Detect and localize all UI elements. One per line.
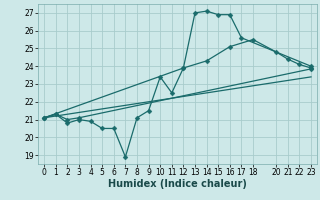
X-axis label: Humidex (Indice chaleur): Humidex (Indice chaleur) [108, 179, 247, 189]
